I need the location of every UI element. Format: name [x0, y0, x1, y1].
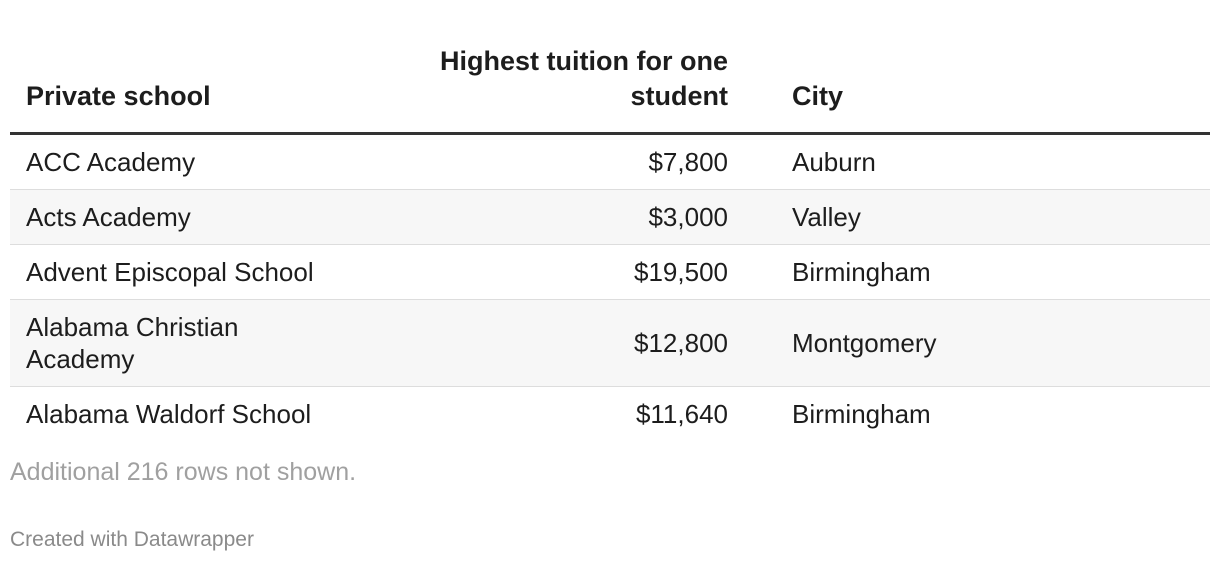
table-body: ACC Academy $7,800 Auburn Acts Academy $3,00… — [10, 133, 1210, 442]
header-cell: Private school — [10, 44, 350, 135]
table-cell: Montgomery — [744, 299, 1210, 387]
table-cell: Auburn — [744, 133, 1210, 190]
table: Private school Highest tuition for one s… — [10, 44, 1210, 441]
table-row: Alabama Christian Academy $12,800 Montgome… — [10, 299, 1210, 387]
header-cell: Highest tuition for one student — [350, 44, 744, 135]
table-row: Advent Episcopal School $19,500 Birmingham — [10, 244, 1210, 300]
table-cell: Birmingham — [792, 399, 931, 429]
table-cell: $7,800 — [350, 133, 744, 190]
table-cell: Alabama Waldorf School — [26, 399, 312, 429]
table-cell: ACC Academy — [10, 133, 350, 190]
table-header: Private school Highest tuition for one s… — [10, 44, 1210, 135]
table-row: ACC Academy $7,800 Auburn — [10, 133, 1210, 190]
table-cell: $11,640 — [635, 399, 728, 429]
table-cell: Advent Episcopal School — [10, 244, 350, 300]
header-row: Private school Highest tuition for one s… — [10, 44, 1210, 135]
table-cell: Birmingham — [744, 244, 1210, 300]
table-cell: $12,800 — [350, 299, 744, 387]
table-cell: Acts Academy — [10, 189, 350, 245]
table-cell: Valley — [744, 189, 1210, 245]
table-cell: Alabama Christian Academy — [10, 299, 350, 387]
table-container: Private school Highest tuition for one s… — [10, 44, 1210, 441]
table-row: Alabama Waldorf School $11,640 Birmingham — [10, 387, 1210, 442]
table-cell: $19,500 — [350, 244, 744, 300]
table-row: Acts Academy $3,000 Valley — [10, 189, 1210, 245]
header-cell: City — [744, 44, 1210, 135]
notes: Additional 216 rows not shown. — [10, 458, 357, 486]
table-cell: $3,000 — [350, 189, 744, 245]
footer: Created with Datawrapper — [10, 528, 254, 551]
